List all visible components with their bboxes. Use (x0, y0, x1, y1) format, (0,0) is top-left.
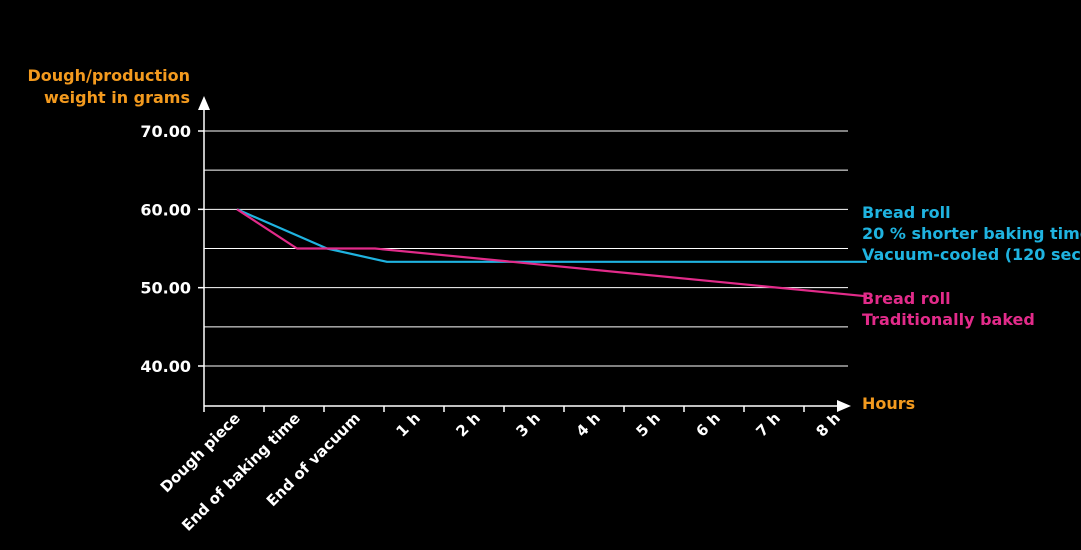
x-tick-label: 1 h (392, 409, 423, 440)
x-tick-label: 5 h (632, 409, 663, 440)
y-tick-label: 70.00 (140, 122, 191, 141)
axes (198, 96, 851, 412)
x-tick-label: 7 h (752, 409, 783, 440)
series-line-traditional (236, 208, 868, 298)
x-tick-label: 2 h (452, 409, 483, 440)
legend-entry-line: Bread roll (862, 289, 951, 308)
y-axis-title-line2: weight in grams (44, 88, 190, 107)
legend-entry-line: Traditionally baked (862, 310, 1035, 329)
y-tick-label: 50.00 (140, 279, 191, 298)
x-tick-label: 6 h (692, 409, 723, 440)
series-lines (236, 208, 868, 298)
legend-entry-line: Bread roll (862, 203, 951, 222)
x-tick-label: End of baking time (178, 409, 304, 535)
y-tick-label: 60.00 (140, 200, 191, 219)
legend-entry-line: Vacuum-cooled (120 sec.) (862, 245, 1081, 264)
x-axis-title: Hours (862, 394, 915, 413)
y-tick-labels: 70.00 60.00 50.00 40.00 (140, 122, 204, 376)
x-tick-label: 4 h (572, 409, 603, 440)
y-tick-label: 40.00 (140, 357, 191, 376)
legend-entry-line: 20 % shorter baking time (862, 224, 1081, 243)
y-axis-title-line1: Dough/production (27, 66, 190, 85)
y-axis-arrow (198, 96, 210, 110)
x-axis-arrow (837, 400, 851, 412)
legend: Bread roll 20 % shorter baking time Vacuum… (862, 203, 1081, 329)
series-line-vacuum-cooled (236, 208, 867, 263)
x-tick-label: 3 h (512, 409, 543, 440)
x-tick-label: 8 h (812, 409, 843, 440)
